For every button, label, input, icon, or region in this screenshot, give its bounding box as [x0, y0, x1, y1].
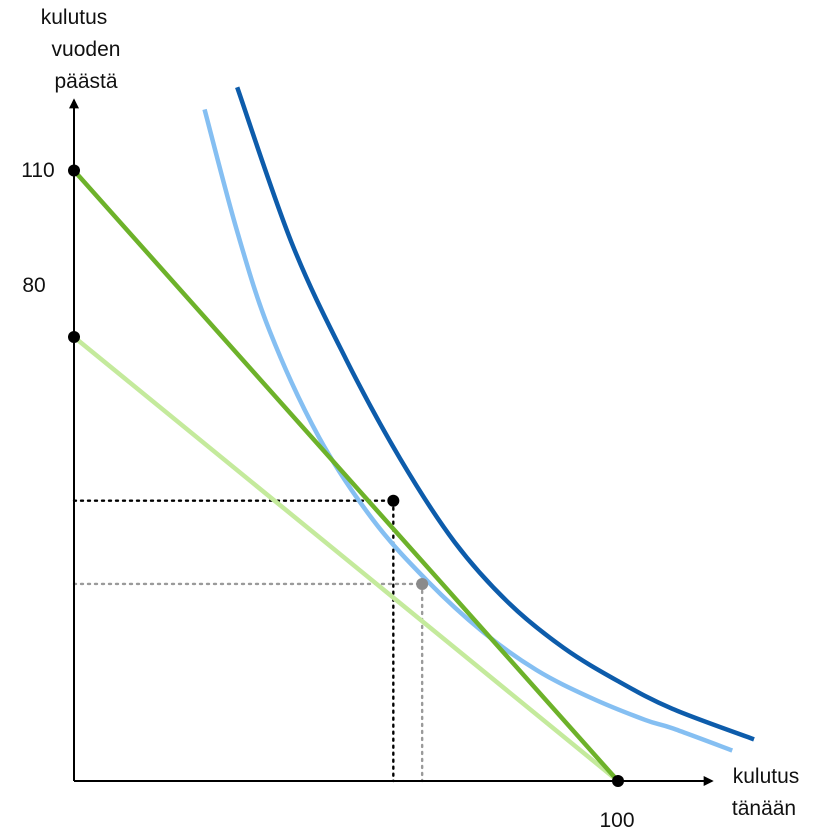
x-tick-label-100: 100: [599, 809, 634, 831]
intercept-80-point: [68, 331, 80, 343]
labels: kulutus vuoden päästä kulutus tänään 110…: [21, 6, 799, 831]
x-axis-label-line-1: kulutus: [733, 765, 800, 788]
budget-line-110: [72, 169, 620, 783]
budget-line-80: [72, 335, 620, 783]
axes: [69, 98, 714, 786]
optimum-low-point: [416, 577, 429, 590]
intercept-100-point: [612, 775, 624, 787]
y-axis-label-line-2: vuoden: [52, 38, 121, 61]
optimum-high-point: [387, 494, 400, 507]
x-axis-label-line-2: tänään: [732, 797, 796, 820]
y-axis-label-line-1: kulutus: [41, 6, 108, 29]
indifference-curve-high: [235, 86, 755, 742]
y-tick-label-80: 80: [22, 274, 45, 297]
series-lines: [72, 86, 755, 783]
y-tick-label-110: 110: [21, 159, 54, 182]
points: [68, 164, 624, 787]
guide-lines: [72, 499, 424, 783]
intercept-110-point: [68, 164, 80, 177]
y-axis-label-line-3: päästä: [54, 70, 117, 93]
indifference-curve-low: [202, 108, 734, 753]
